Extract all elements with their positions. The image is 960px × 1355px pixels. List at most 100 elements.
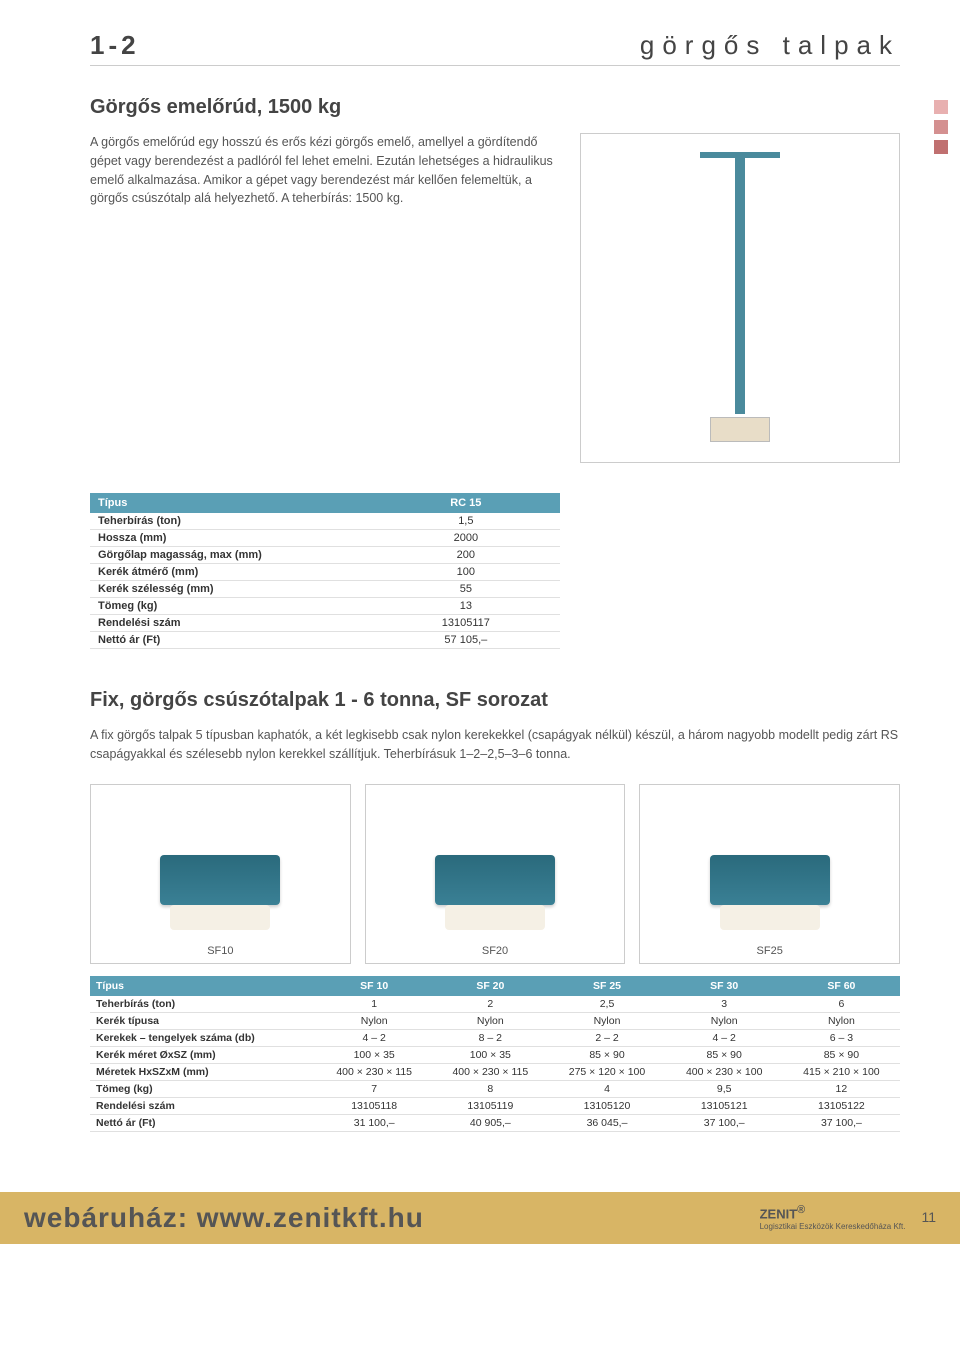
- spec-value: 57 105,–: [372, 632, 560, 649]
- spec-value: 37 100,–: [666, 1114, 783, 1131]
- table-row: Kerék típusaNylonNylonNylonNylonNylon: [90, 1012, 900, 1029]
- spec-value: 7: [316, 1080, 432, 1097]
- spec-label: Kerék típusa: [90, 1012, 316, 1029]
- product-placeholder: [160, 855, 280, 905]
- product-image-box: SF25: [639, 784, 900, 964]
- spec-value: 3: [666, 996, 783, 1013]
- table-row: Tömeg (kg)7849,512: [90, 1080, 900, 1097]
- table-row: Méretek HxSZxM (mm)400 × 230 × 115 400 × …: [90, 1063, 900, 1080]
- table2-header-col: SF 20: [432, 976, 548, 996]
- spec-label: Kerék átmérő (mm): [90, 564, 372, 581]
- spec-value: 55: [372, 581, 560, 598]
- spec-value: Nylon: [316, 1012, 432, 1029]
- spec-value: 13105117: [372, 615, 560, 632]
- spec-value: Nylon: [666, 1012, 783, 1029]
- spec-value: 400 × 230 × 100: [666, 1063, 783, 1080]
- product-image-box: SF10: [90, 784, 351, 964]
- spec-label: Teherbírás (ton): [90, 996, 316, 1013]
- spec-value: 9,5: [666, 1080, 783, 1097]
- spec-label: Kerekek – tengelyek száma (db): [90, 1029, 316, 1046]
- spec-label: Nettó ár (Ft): [90, 1114, 316, 1131]
- spec-value: 415 × 210 × 100: [783, 1063, 900, 1080]
- spec-value: 85 × 90: [783, 1046, 900, 1063]
- spec-value: 1: [316, 996, 432, 1013]
- spec-value: Nylon: [783, 1012, 900, 1029]
- spec-value: 85 × 90: [666, 1046, 783, 1063]
- spec-value: 4: [548, 1080, 665, 1097]
- spec-label: Hossza (mm): [90, 530, 372, 547]
- footer-logo-sub: Logisztikai Eszközök Kereskedőháza Kft.: [760, 1222, 906, 1231]
- spec-label: Tömeg (kg): [90, 598, 372, 615]
- spec-value: 85 × 90: [548, 1046, 665, 1063]
- table-row: Kerék szélesség (mm)55: [90, 581, 560, 598]
- spec-value: 13105119: [432, 1097, 548, 1114]
- table-row: Kerék méret ØxSZ (mm)100 × 35100 × 3585 …: [90, 1046, 900, 1063]
- spec-value: 12: [783, 1080, 900, 1097]
- spec-value: 4 – 2: [316, 1029, 432, 1046]
- footer-logo-name: ZENIT: [760, 1207, 798, 1222]
- product-image-row: SF10SF20SF25: [90, 784, 900, 964]
- spec-label: Rendelési szám: [90, 1097, 316, 1114]
- spec-label: Kerék méret ØxSZ (mm): [90, 1046, 316, 1063]
- section1-spec-table: Típus RC 15 Teherbírás (ton)1,5Hossza (m…: [90, 493, 560, 649]
- spec-value: Nylon: [548, 1012, 665, 1029]
- spec-value: 37 100,–: [783, 1114, 900, 1131]
- spec-value: 2,5: [548, 996, 665, 1013]
- table2-header-col: SF 60: [783, 976, 900, 996]
- page-header: 1-2 görgős talpak: [90, 30, 900, 66]
- spec-value: 100 × 35: [432, 1046, 548, 1063]
- footer-logo: ZENIT® Logisztikai Eszközök Kereskedőház…: [760, 1204, 906, 1230]
- page-code: 1-2: [90, 30, 140, 61]
- spec-label: Nettó ár (Ft): [90, 632, 372, 649]
- table-row: Nettó ár (Ft)31 100,–40 905,–36 045,–37 …: [90, 1114, 900, 1131]
- spec-value: 1,5: [372, 513, 560, 530]
- table-row: Teherbírás (ton)1,5: [90, 513, 560, 530]
- table-row: Hossza (mm)2000: [90, 530, 560, 547]
- spec-value: 2: [432, 996, 548, 1013]
- spec-label: Teherbírás (ton): [90, 513, 372, 530]
- spec-value: 200: [372, 547, 560, 564]
- spec-value: 40 905,–: [432, 1114, 548, 1131]
- spec-value: 31 100,–: [316, 1114, 432, 1131]
- spec-label: Rendelési szám: [90, 615, 372, 632]
- spec-value: 100 × 35: [316, 1046, 432, 1063]
- section1-description: A görgős emelőrúd egy hosszú és erős kéz…: [90, 133, 560, 463]
- product-placeholder: [710, 855, 830, 905]
- section2-description: A fix görgős talpak 5 típusban kaphatók,…: [90, 726, 900, 764]
- section1-title: Görgős emelőrúd, 1500 kg: [90, 96, 900, 119]
- table2-header-type: Típus: [90, 976, 316, 996]
- section2-title: Fix, görgős csúszótalpak 1 - 6 tonna, SF…: [90, 689, 900, 712]
- spec-value: 100: [372, 564, 560, 581]
- decorative-side-squares: [934, 100, 948, 154]
- table2-header-col: SF 25: [548, 976, 665, 996]
- spec-value: 13105120: [548, 1097, 665, 1114]
- footer-url: webáruház: www.zenitkft.hu: [24, 1202, 424, 1234]
- section1-image: [580, 133, 900, 463]
- spec-value: 6: [783, 996, 900, 1013]
- spec-label: Méretek HxSZxM (mm): [90, 1063, 316, 1080]
- spec-value: 8: [432, 1080, 548, 1097]
- spec-value: 275 × 120 × 100: [548, 1063, 665, 1080]
- spec-value: 4 – 2: [666, 1029, 783, 1046]
- spec-value: 13: [372, 598, 560, 615]
- spec-value: 6 – 3: [783, 1029, 900, 1046]
- table-row: Kerekek – tengelyek száma (db)4 – 28 – 2…: [90, 1029, 900, 1046]
- spec-value: 2 – 2: [548, 1029, 665, 1046]
- spec-label: Görgőlap magasság, max (mm): [90, 547, 372, 564]
- table-row: Kerék átmérő (mm)100: [90, 564, 560, 581]
- footer-pagenum: 11: [921, 1209, 936, 1225]
- table-header-value: RC 15: [372, 493, 560, 513]
- table-row: Nettó ár (Ft)57 105,–: [90, 632, 560, 649]
- page-title: görgős talpak: [640, 30, 900, 61]
- spec-value: 13105118: [316, 1097, 432, 1114]
- table-row: Görgőlap magasság, max (mm)200: [90, 547, 560, 564]
- spec-label: Kerék szélesség (mm): [90, 581, 372, 598]
- spec-value: 36 045,–: [548, 1114, 665, 1131]
- footer-band: webáruház: www.zenitkft.hu ZENIT® Logisz…: [0, 1192, 960, 1244]
- table-row: Rendelési szám13105118131051191310512013…: [90, 1097, 900, 1114]
- table-row: Tömeg (kg)13: [90, 598, 560, 615]
- spec-value: 13105122: [783, 1097, 900, 1114]
- spec-value: 400 × 230 × 115: [316, 1063, 432, 1080]
- table-row: Teherbírás (ton)122,536: [90, 996, 900, 1013]
- spec-value: 13105121: [666, 1097, 783, 1114]
